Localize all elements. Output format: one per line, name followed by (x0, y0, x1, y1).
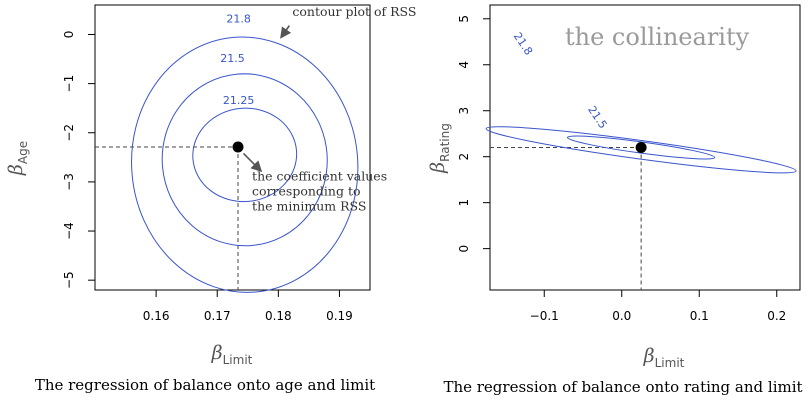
y-tick-label: 2 (457, 153, 471, 161)
left-ticks: 0.16 0.17 0.18 0.19 −5 −4 −3 −2 −1 0 (62, 31, 353, 323)
contour-line (485, 126, 797, 174)
y-tick-label: 3 (457, 107, 471, 115)
left-plot-frame (94, 4, 371, 291)
left-y-axis-label: βAge (5, 141, 30, 176)
y-tick-label: −4 (62, 222, 76, 240)
right-x-axis-label: βLimit (643, 345, 685, 370)
annotation-text: contour plot of RSS (292, 4, 416, 19)
right-guide-lines (490, 147, 642, 290)
contour-label: 21.25 (223, 94, 255, 107)
right-y-axis-label: βRating (427, 123, 452, 174)
y-tick-label: 0 (62, 31, 76, 39)
contour-line (192, 107, 298, 203)
contour-label: 21.8 (226, 13, 251, 26)
y-tick-label: 1 (457, 199, 471, 207)
contour-line (566, 135, 716, 160)
left-contours: 21.25 21.5 21.8 (131, 11, 359, 293)
annotation-arrow (280, 25, 292, 39)
minimum-point (232, 141, 244, 153)
left-chart: 0.16 0.17 0.18 0.19−5−4−3−2−10 21.2521.521.… (5, 4, 416, 394)
x-tick-label: 0.17 (204, 309, 231, 323)
contour-label-bg (510, 27, 539, 61)
x-tick-label: 0.16 (143, 309, 170, 323)
contour-label-bg (218, 51, 249, 65)
x-tick-label: 0.19 (326, 309, 353, 323)
right-ticks: −0.1 0.0 0.1 0.2 0 1 2 3 4 5 (457, 15, 786, 323)
y-tick-label: −5 (62, 271, 76, 289)
right-minimum-point (635, 142, 647, 153)
annotation-text: corresponding to (252, 183, 360, 198)
minimum-point (635, 142, 647, 153)
x-tick-label: 0.18 (265, 309, 292, 323)
left-guide-lines (95, 146, 239, 290)
y-tick-label: 5 (457, 15, 471, 23)
annotation-arrow (242, 152, 263, 173)
left-annotations: contour plot of RSS the coefficient value… (242, 4, 416, 213)
contour-line (131, 36, 359, 293)
x-tick-label: 0.2 (767, 309, 786, 323)
x-tick-label: −0.1 (530, 309, 559, 323)
left-x-axis-label: βLimit (211, 342, 253, 367)
contour-line (161, 73, 328, 247)
right-chart-title: the collinearity (565, 23, 750, 51)
y-tick-label: −3 (62, 173, 76, 191)
y-tick-label: 4 (457, 61, 471, 69)
y-tick-label: −1 (62, 75, 76, 93)
y-tick-label: 0 (457, 245, 471, 253)
contour-label: 21.5 (220, 52, 245, 65)
contour-label-bg (224, 92, 255, 106)
x-tick-label: 0.1 (690, 309, 709, 323)
annotation-text: the minimum RSS (252, 198, 366, 213)
left-minimum-point (232, 141, 244, 153)
annotation-text: the coefficient values (252, 168, 387, 183)
x-tick-label: 0.0 (612, 309, 631, 323)
contour-label-bg (224, 11, 255, 25)
left-caption: The regression of balance onto age and l… (35, 376, 375, 394)
right-caption: The regression of balance onto rating an… (443, 378, 802, 396)
y-tick-label: −2 (62, 124, 76, 142)
contour-label-bg (584, 101, 613, 134)
